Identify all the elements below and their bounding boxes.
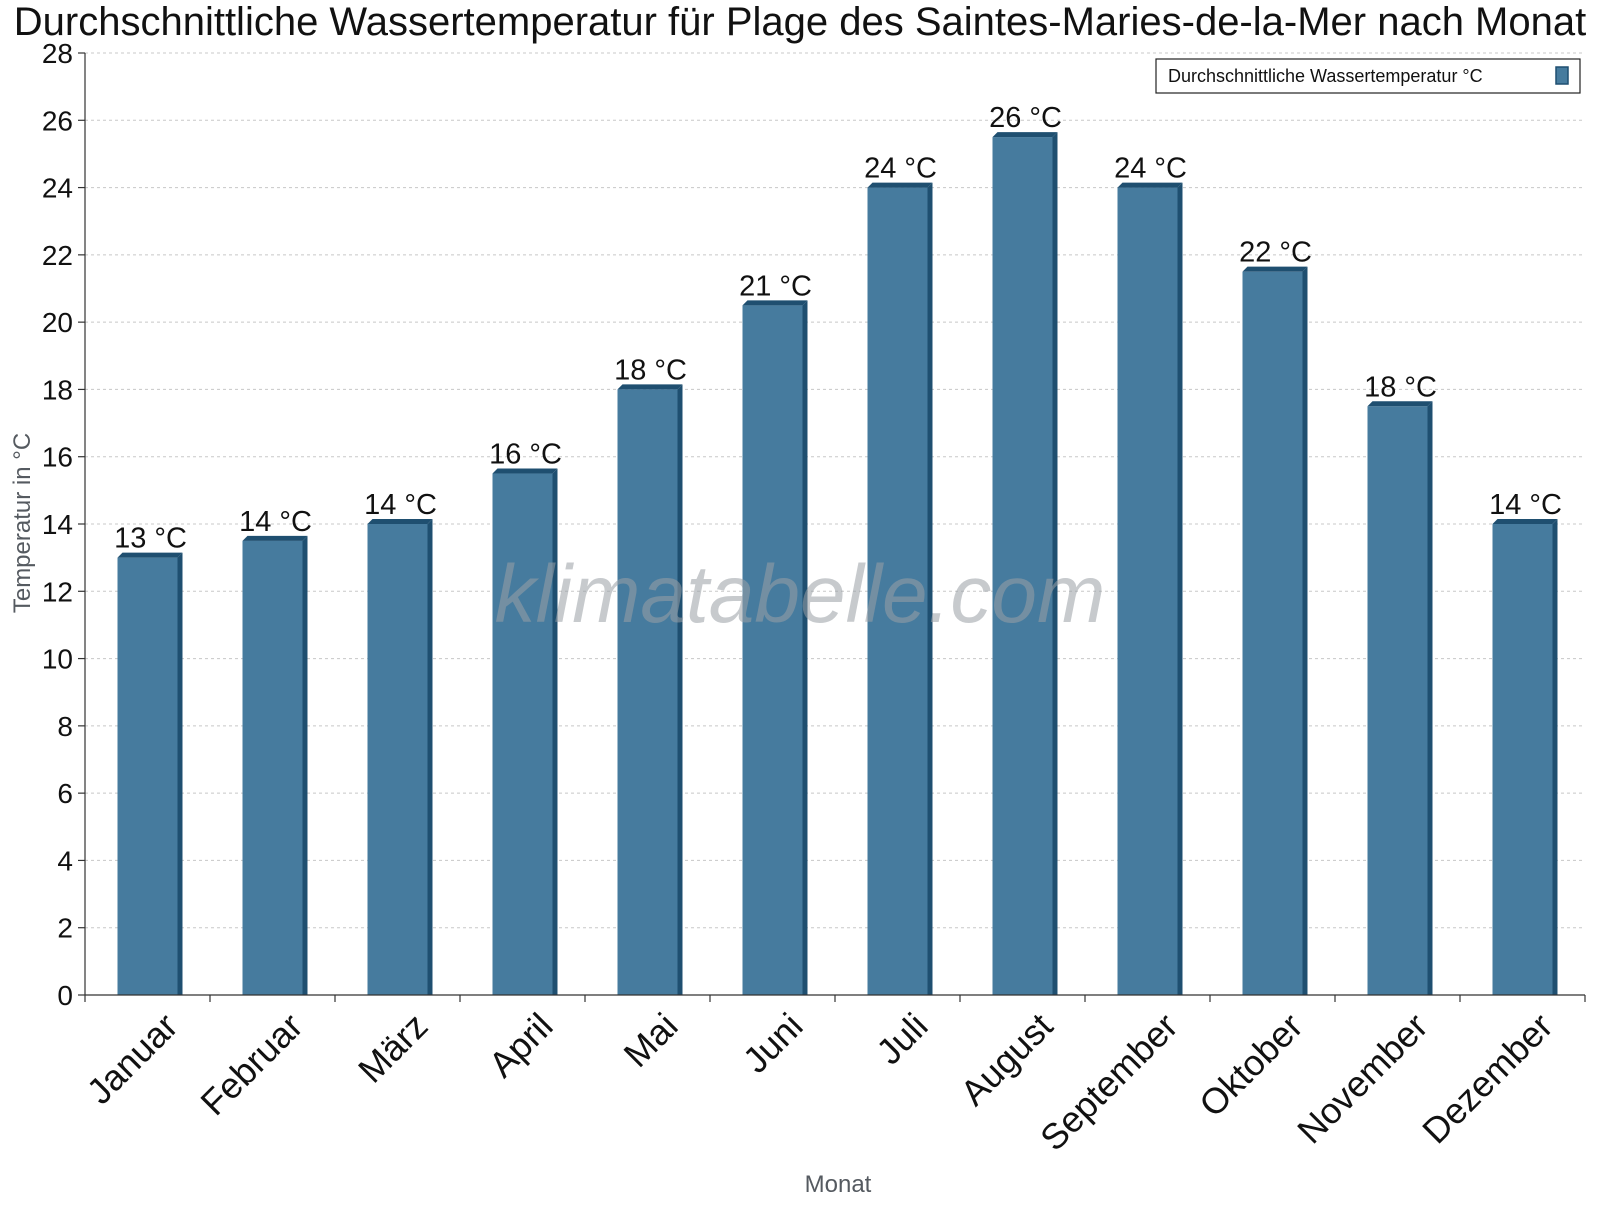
y-tick-label: 16 — [42, 442, 73, 473]
bar-top — [742, 300, 808, 306]
x-tick-label: April — [481, 1005, 561, 1085]
x-tick-label: Februar — [192, 1005, 310, 1123]
bar — [492, 473, 553, 995]
y-tick-label: 10 — [42, 644, 73, 675]
x-tick-label: September — [1032, 1005, 1186, 1159]
data-label: 13 °C — [114, 523, 187, 555]
bar-side — [1427, 401, 1433, 995]
bar-top — [367, 519, 433, 524]
y-tick-label: 2 — [57, 913, 73, 944]
chart-title: Durchschnittliche Wassertemperatur für P… — [14, 0, 1586, 44]
bar — [1242, 271, 1303, 995]
gridlines — [85, 52, 1585, 929]
data-label: 18 °C — [1364, 371, 1437, 403]
x-tick-label: Januar — [79, 1005, 186, 1112]
y-axis-title: Temperatur in °C — [9, 433, 36, 613]
x-tick-label: Oktober — [1191, 1005, 1311, 1125]
bar — [1367, 406, 1428, 995]
bar-top — [242, 535, 308, 541]
y-tick-label: 22 — [42, 240, 73, 271]
bar-side — [677, 384, 683, 995]
y-tick-label: 8 — [57, 711, 73, 742]
data-label: 26 °C — [989, 102, 1062, 134]
bar-side — [1052, 132, 1058, 995]
legend-swatch — [1555, 66, 1569, 85]
x-tick-label: Dezember — [1414, 1005, 1560, 1151]
bar-top — [867, 182, 933, 188]
watermark-text: klimatabelle.com — [495, 549, 1106, 640]
data-label: 16 °C — [489, 439, 562, 471]
bar-top — [117, 552, 183, 558]
data-label: 14 °C — [239, 506, 312, 538]
x-tick-label: November — [1289, 1005, 1435, 1151]
bars: 13 °C 14 °C 14 °C 16 °C 18 °C 21 °C 24 °C 26 °C… — [114, 102, 1562, 996]
bar — [1117, 187, 1178, 996]
x-tick-label: März — [350, 1005, 436, 1091]
bar-top — [617, 384, 683, 390]
bar — [117, 557, 178, 995]
legend: Durchschnittliche Wassertemperatur °C — [1155, 58, 1581, 94]
bar-side — [1552, 519, 1558, 995]
data-label: 24 °C — [1114, 153, 1187, 185]
data-label: 22 °C — [1239, 237, 1312, 269]
data-label: 21 °C — [739, 270, 812, 302]
bar-side — [1302, 266, 1308, 995]
y-tick-label: 0 — [57, 980, 73, 1011]
y-tick-label: 14 — [42, 509, 73, 540]
y-tick-label: 6 — [57, 778, 73, 809]
bar-side — [802, 300, 808, 996]
bar-top — [1242, 266, 1308, 272]
x-tick-label: Juni — [735, 1005, 811, 1081]
bar — [1492, 524, 1553, 995]
bar-side — [427, 519, 433, 995]
bar-top — [1367, 401, 1433, 407]
data-label: 14 °C — [364, 489, 437, 521]
bar-side — [1177, 182, 1183, 996]
x-tick-label: August — [952, 1005, 1060, 1113]
y-tick-label: 4 — [57, 845, 73, 876]
y-tick-label: 18 — [42, 374, 73, 405]
y-tick-label: 12 — [42, 576, 73, 607]
x-tick-label: Juli — [868, 1005, 935, 1072]
x-tick-label: Mai — [616, 1005, 686, 1075]
bar-side — [302, 535, 308, 995]
y-tick-label: 20 — [42, 307, 73, 338]
bar-top — [1117, 182, 1183, 188]
bar-side — [177, 552, 183, 995]
bar-top — [492, 468, 558, 474]
data-label: 14 °C — [1489, 489, 1562, 521]
bar-side — [927, 182, 933, 996]
y-tick-label: 28 — [42, 38, 73, 69]
bar — [742, 305, 803, 996]
y-tick-label: 26 — [42, 105, 73, 136]
bar — [867, 187, 928, 996]
bar — [617, 389, 678, 995]
data-label: 24 °C — [864, 153, 937, 185]
bar — [367, 524, 428, 995]
legend-label: Durchschnittliche Wassertemperatur °C — [1168, 66, 1483, 86]
x-axis-title: Monat — [805, 1171, 872, 1198]
y-tick-label: 24 — [42, 173, 73, 204]
bar — [992, 137, 1053, 995]
bar-top — [992, 132, 1058, 138]
legend-box — [1155, 58, 1581, 94]
bar-top — [1492, 519, 1558, 524]
bar-side — [552, 468, 558, 995]
bar — [242, 540, 303, 995]
data-label: 18 °C — [614, 354, 687, 386]
